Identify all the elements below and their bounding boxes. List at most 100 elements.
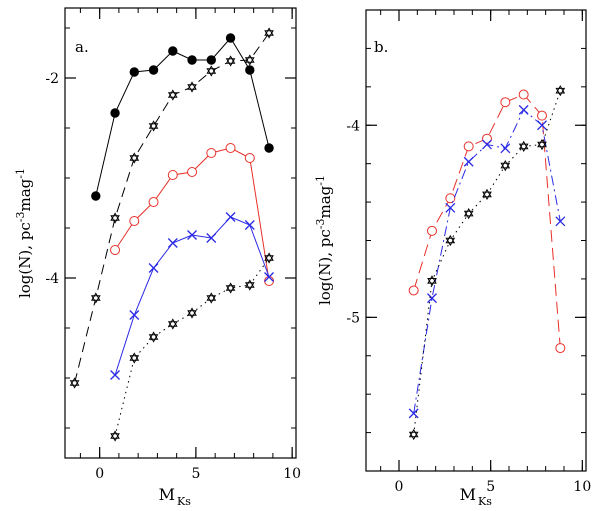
series-line-stars-dashed-top <box>74 32 270 384</box>
data-point-red-circles-longdash <box>408 285 419 296</box>
data-point-blue-crosses <box>110 370 121 380</box>
data-point-blue-crosses-dashdot <box>463 156 474 167</box>
data-point-stars-dashed-top <box>225 55 236 67</box>
panel-a-frame <box>64 7 297 459</box>
y-tick-label: -4 <box>346 118 360 134</box>
data-point-blue-crosses <box>206 233 217 243</box>
data-point-stars-dashed-top <box>129 152 140 164</box>
panel-a-ticks: 0 5 10 -2 -4 <box>45 8 301 482</box>
data-point-filled-circles-solid <box>206 55 217 65</box>
data-point-red-circles <box>187 167 198 177</box>
ylabel-a-sup2: -1 <box>14 168 27 179</box>
data-point-red-circles <box>129 216 140 226</box>
star-tri-down <box>69 380 80 389</box>
panel-b-series <box>408 85 566 441</box>
data-point-filled-circles-solid <box>187 55 197 65</box>
star-tri-down <box>167 92 178 101</box>
data-point-red-circles <box>148 197 159 207</box>
data-point-blue-crosses-dashdot <box>427 293 437 304</box>
data-point-stars-dashed-top <box>148 120 159 132</box>
data-point-stars-dotted-bottom <box>264 252 274 264</box>
data-point-red-circles-longdash <box>463 141 474 152</box>
data-point-red-circles-longdash <box>518 89 529 100</box>
star-tri-down <box>537 141 547 151</box>
data-point-filled-circles-solid <box>245 65 255 75</box>
y-tick-label: -4 <box>45 271 59 287</box>
data-point-blue-crosses-dashdot <box>500 143 511 154</box>
series-line-stars-dotted <box>413 90 561 435</box>
ylabel-b-mid: mag <box>316 185 334 218</box>
data-point-stars-dotted <box>482 188 492 200</box>
data-point-stars-dotted <box>463 208 474 220</box>
x-tick-label: 0 <box>395 479 404 495</box>
data-point-red-circles <box>244 153 255 163</box>
data-point-stars-dotted <box>427 275 437 287</box>
x-tick-label: 5 <box>191 466 200 482</box>
data-point-stars-dotted-bottom <box>206 292 217 304</box>
data-point-stars-dashed-top <box>244 54 255 66</box>
star-tri-down <box>518 143 529 152</box>
data-point-red-circles-longdash <box>427 225 437 236</box>
data-point-blue-crosses-dashdot <box>555 216 566 227</box>
star-tri-down <box>148 123 159 132</box>
data-point-stars-dashed-top <box>167 89 178 101</box>
data-point-red-circles <box>206 148 217 158</box>
star-tri-down <box>148 334 159 343</box>
series-line-filled-circles-solid <box>95 37 270 197</box>
panel-b-frame <box>365 9 587 472</box>
panel-a-label: a. <box>75 38 89 56</box>
data-point-stars-dotted-bottom <box>167 318 178 330</box>
star-tri-down <box>555 87 566 97</box>
x-tick-label: 0 <box>95 466 104 482</box>
x-tick-label: 10 <box>573 479 591 495</box>
data-point-red-circles <box>225 143 236 153</box>
data-point-stars-dotted <box>500 160 511 172</box>
data-point-filled-circles-solid <box>168 46 178 56</box>
y-tick-label: -5 <box>346 310 360 326</box>
star-tri-down <box>244 282 255 291</box>
data-point-stars-dashed-top <box>206 65 217 77</box>
data-point-red-circles-longdash <box>445 193 456 204</box>
data-point-blue-crosses <box>167 238 178 248</box>
data-point-stars-dotted <box>555 85 566 97</box>
panel-b-ticks: 0 5 10 -4 -5 <box>346 9 591 495</box>
data-point-filled-circles-solid <box>110 108 120 118</box>
data-point-stars-dashed-top <box>90 292 101 304</box>
data-point-blue-crosses-dashdot <box>518 104 529 115</box>
star-tri-down <box>187 310 197 319</box>
data-point-stars-dashed-top <box>110 212 120 224</box>
star-tri-down <box>445 237 456 247</box>
data-point-red-circles-longdash <box>537 110 547 121</box>
y-tick-label: -2 <box>45 71 59 87</box>
data-point-stars-dotted <box>408 428 419 441</box>
data-point-red-circles-longdash <box>482 133 492 144</box>
star-tri-down <box>225 58 236 67</box>
star-tri-down <box>225 285 236 294</box>
data-point-blue-crosses-dashdot <box>482 139 492 150</box>
ylabel-a-main: log(N), pc <box>16 222 34 298</box>
data-point-red-circles-longdash <box>555 343 566 354</box>
data-point-stars-dotted-bottom <box>148 331 159 343</box>
star-tri-down <box>206 295 217 304</box>
star-tri-down <box>244 57 255 66</box>
star-tri-down <box>187 84 197 93</box>
data-point-stars-dotted-bottom <box>129 352 140 364</box>
star-tri-down <box>463 210 474 220</box>
series-line-blue-crosses-dashdot <box>413 109 561 414</box>
panel-a-xlabel: M <box>159 485 175 504</box>
data-point-blue-crosses <box>225 212 236 222</box>
data-point-filled-circles-solid <box>148 65 159 75</box>
panel-a-ylabel: log(N), pc-3mag-1 <box>14 168 34 298</box>
data-point-stars-dotted <box>537 138 547 151</box>
ylabel-b-sup2: -1 <box>314 175 327 186</box>
star-tri-down <box>427 278 437 287</box>
panel-a-series <box>69 27 275 442</box>
x-tick-label: 5 <box>486 479 495 495</box>
data-point-stars-dotted <box>445 234 456 247</box>
panel-a-xlabel-sub: Ks <box>177 495 191 508</box>
data-point-blue-crosses <box>264 272 275 282</box>
panel-a: a. 0 5 10 -2 -4 M Ks log(N), pc-3mag-1 <box>14 7 301 508</box>
data-point-filled-circles-solid <box>225 33 236 43</box>
panel-b-xlabel: M <box>460 485 476 504</box>
